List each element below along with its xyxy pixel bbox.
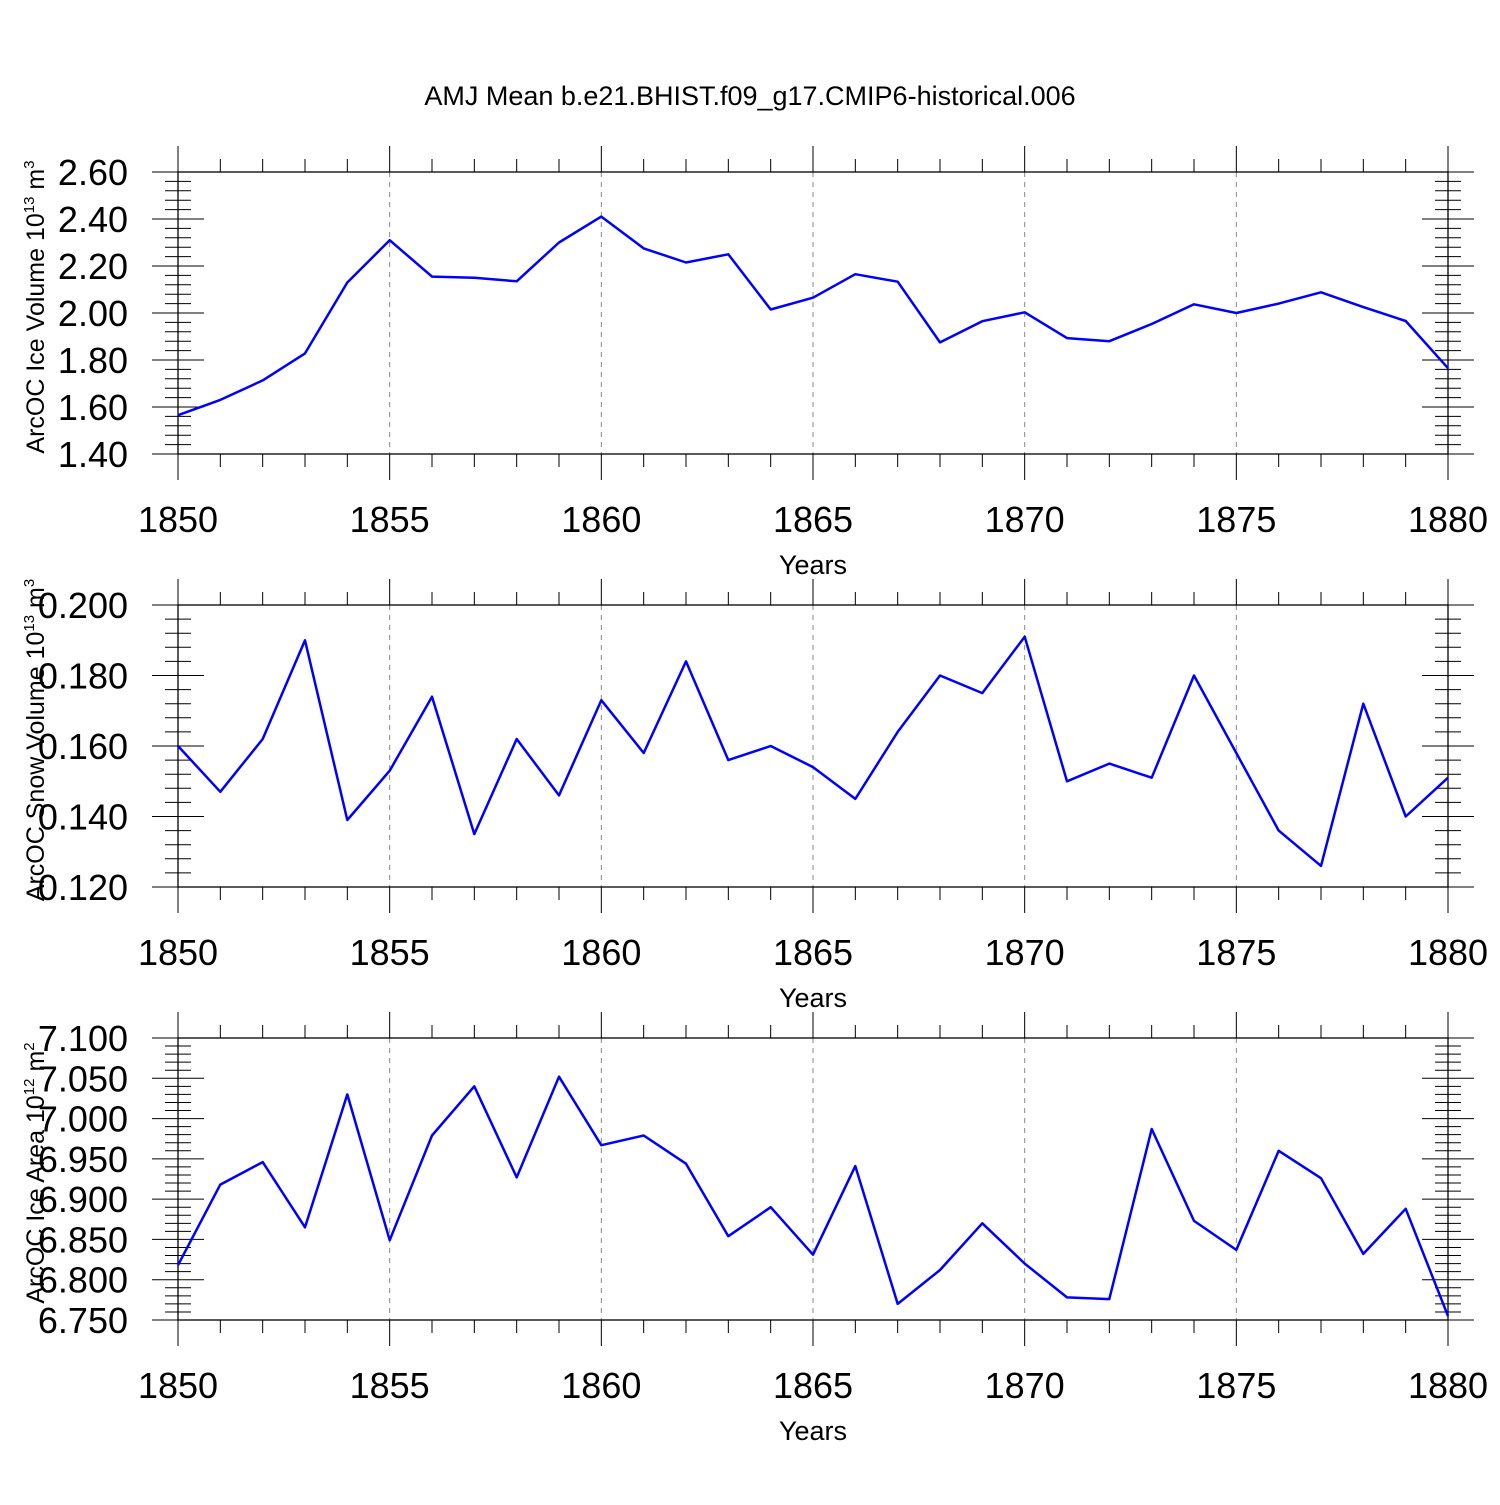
y-tick-label: 7.000 [38, 1099, 128, 1140]
series-line [177, 215, 1449, 417]
y-tick-label: 7.050 [38, 1058, 128, 1099]
x-tick-label: 1855 [350, 932, 430, 973]
x-tick-label: 1860 [561, 499, 641, 540]
y-tick-label: 2.00 [58, 293, 128, 334]
x-axis-title: Years [779, 1416, 847, 1446]
y-tick-label: 6.900 [38, 1179, 128, 1220]
y-tick-label: 1.60 [58, 387, 128, 428]
x-tick-label: 1870 [985, 932, 1065, 973]
figure-title: AMJ Mean b.e21.BHIST.f09_g17.CMIP6-histo… [424, 81, 1075, 111]
x-tick-label: 1875 [1196, 499, 1276, 540]
x-tick-label: 1880 [1408, 499, 1488, 540]
y-tick-label: 2.60 [58, 152, 128, 193]
x-tick-label: 1855 [350, 499, 430, 540]
y-tick-label: 1.80 [58, 340, 128, 381]
y-tick-label: 7.100 [38, 1018, 128, 1059]
x-tick-label: 1880 [1408, 1365, 1488, 1406]
series-line [177, 635, 1449, 868]
x-tick-label: 1850 [138, 932, 218, 973]
x-tick-label: 1875 [1196, 1365, 1276, 1406]
y-axis-title: ArcOC Snow Volume 1013 m3 [21, 579, 50, 901]
y-axis-title: ArcOC Ice Volume 1013 m3 [21, 160, 50, 453]
y-tick-label: 6.850 [38, 1219, 128, 1260]
x-tick-label: 1865 [773, 1365, 853, 1406]
x-axis-title: Years [779, 550, 847, 580]
x-tick-label: 1850 [138, 1365, 218, 1406]
x-tick-label: 1865 [773, 499, 853, 540]
y-tick-label: 0.180 [38, 656, 128, 697]
panel-3: 6.7506.8006.8506.9006.9507.0007.0507.100… [21, 1012, 1488, 1446]
y-tick-label: 1.40 [58, 434, 128, 475]
x-tick-label: 1870 [985, 1365, 1065, 1406]
y-axis-title: ArcOC Ice Area 1012 m2 [21, 1042, 50, 1303]
panel-1: 1.40 1.60 1.80 2.00 2.20 2.40 2.60 1850 1855 1860… [21, 146, 1488, 580]
y-tick-label: 2.20 [58, 246, 128, 287]
x-tick-label: 1860 [561, 932, 641, 973]
series-line [176, 1075, 1450, 1317]
y-tick-label: 0.160 [38, 726, 128, 767]
x-axis-title: Years [779, 983, 847, 1013]
x-tick-label: 1875 [1196, 932, 1276, 973]
panel-2: 0.120 0.140 0.160 0.180 0.200 1850 1855 1860 186… [21, 579, 1488, 1013]
x-tick-label: 1855 [350, 1365, 430, 1406]
y-tick-label: 2.40 [58, 199, 128, 240]
x-tick-label: 1870 [985, 499, 1065, 540]
y-tick-label: 0.140 [38, 797, 128, 838]
y-tick-label: 6.950 [38, 1139, 128, 1180]
y-tick-label: 6.750 [38, 1300, 128, 1341]
x-tick-label: 1860 [561, 1365, 641, 1406]
y-tick-label: 0.120 [38, 867, 128, 908]
y-tick-label: 0.200 [38, 585, 128, 626]
x-tick-label: 1850 [138, 499, 218, 540]
x-tick-label: 1880 [1408, 932, 1488, 973]
y-tick-label: 6.800 [38, 1260, 128, 1301]
x-tick-label: 1865 [773, 932, 853, 973]
